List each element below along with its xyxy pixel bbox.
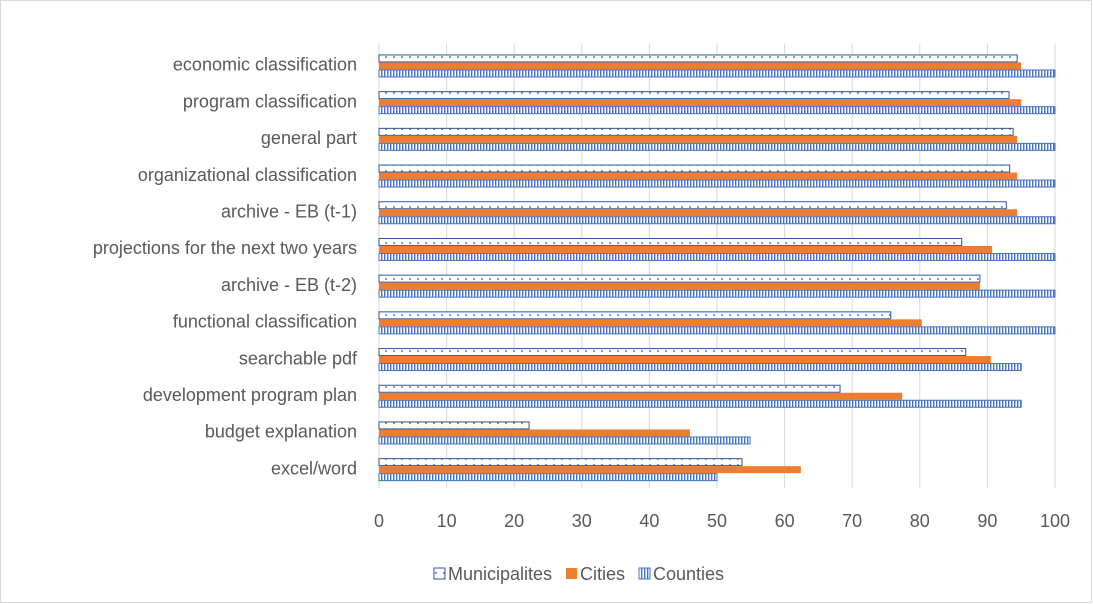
y-tick-label: development program plan bbox=[143, 385, 357, 405]
bar bbox=[378, 289, 1056, 298]
bar bbox=[379, 135, 1018, 143]
x-tick-label: 60 bbox=[775, 511, 795, 531]
y-tick-label: economic classification bbox=[173, 55, 357, 75]
bar bbox=[378, 179, 1056, 188]
y-tick-label: searchable pdf bbox=[239, 348, 358, 368]
bar bbox=[378, 363, 1022, 372]
bar bbox=[378, 252, 1056, 261]
x-tick-label: 30 bbox=[572, 511, 592, 531]
bar bbox=[378, 399, 1022, 408]
bar bbox=[378, 142, 1056, 151]
bar bbox=[378, 458, 743, 467]
bar bbox=[379, 245, 993, 253]
bar bbox=[378, 69, 1056, 78]
y-tick-label: projections for the next two years bbox=[93, 238, 357, 258]
bar bbox=[378, 384, 841, 393]
y-tick-label: general part bbox=[261, 128, 357, 148]
y-tick-label: archive - EB (t-1) bbox=[221, 202, 357, 222]
x-tick-label: 0 bbox=[374, 511, 384, 531]
y-tick-label: archive - EB (t-2) bbox=[221, 275, 357, 295]
legend: Municipalites Cities Counties bbox=[433, 564, 724, 584]
legend-swatch bbox=[433, 567, 446, 580]
bar bbox=[378, 201, 1007, 210]
x-tick-label: 10 bbox=[437, 511, 457, 531]
bar bbox=[378, 311, 892, 320]
bar bbox=[379, 172, 1018, 180]
y-tick-label: budget explanation bbox=[205, 422, 357, 442]
bar bbox=[378, 237, 963, 246]
legend-swatch bbox=[565, 568, 577, 579]
bar bbox=[379, 282, 980, 290]
bar bbox=[379, 392, 903, 400]
bar bbox=[378, 164, 1011, 173]
legend-swatch bbox=[638, 567, 651, 580]
bar bbox=[378, 274, 981, 283]
bar bbox=[379, 429, 690, 437]
bar bbox=[379, 209, 1018, 217]
bar bbox=[378, 216, 1056, 225]
y-tick-label: program classification bbox=[183, 91, 357, 111]
bar bbox=[378, 91, 1010, 100]
bar bbox=[378, 106, 1056, 115]
x-tick-label: 20 bbox=[504, 511, 524, 531]
bar bbox=[378, 54, 1018, 63]
bar bbox=[379, 319, 922, 327]
x-tick-label: 90 bbox=[977, 511, 997, 531]
x-tick-label: 40 bbox=[639, 511, 659, 531]
x-tick-label: 70 bbox=[842, 511, 862, 531]
bar bbox=[378, 127, 1014, 136]
bar bbox=[378, 436, 751, 445]
y-tick-label: excel/word bbox=[271, 458, 357, 478]
legend-label: Counties bbox=[653, 564, 724, 584]
y-tick-label: functional classification bbox=[173, 312, 357, 332]
bar bbox=[379, 99, 1022, 107]
bar bbox=[378, 473, 718, 482]
x-tick-label: 100 bbox=[1040, 511, 1070, 531]
y-tick-label: organizational classification bbox=[138, 165, 357, 185]
x-tick-label: 50 bbox=[707, 511, 727, 531]
bar bbox=[379, 62, 1022, 70]
bar bbox=[379, 356, 991, 364]
bar bbox=[378, 348, 967, 357]
bar bbox=[378, 421, 530, 430]
x-tick-label: 80 bbox=[910, 511, 930, 531]
bar bbox=[379, 466, 801, 474]
legend-label: Cities bbox=[580, 564, 625, 584]
bar bbox=[378, 326, 1056, 335]
legend-label: Municipalites bbox=[448, 564, 552, 584]
